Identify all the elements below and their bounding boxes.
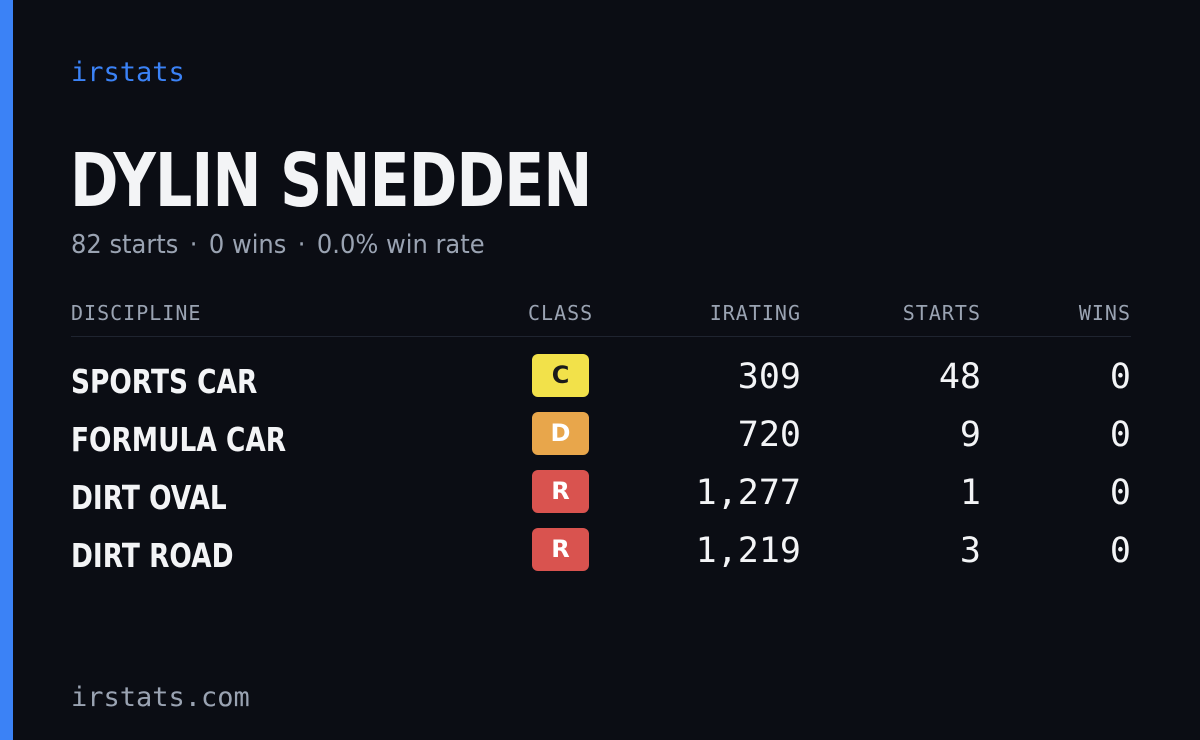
discipline-name: FORMULA CAR — [71, 420, 287, 459]
wins-value: 0 — [1109, 415, 1131, 455]
table-row: DIRT OVAL R 1,277 1 0 — [71, 470, 1131, 528]
class-badge: D — [532, 412, 589, 455]
irating-value: 1,277 — [695, 473, 801, 513]
starts-summary: 82 starts — [71, 230, 179, 260]
wins-value: 0 — [1109, 473, 1131, 513]
table-row: FORMULA CAR D 720 9 0 — [71, 412, 1131, 470]
class-badge: R — [532, 470, 589, 513]
separator: · — [297, 230, 306, 260]
discipline-name: DIRT OVAL — [71, 478, 227, 517]
wins-value: 0 — [1109, 357, 1131, 397]
class-badge: R — [532, 528, 589, 571]
starts-value: 48 — [938, 357, 981, 397]
header-class: CLASS — [528, 301, 594, 325]
class-badge: C — [532, 354, 589, 397]
header-discipline: DISCIPLINE — [71, 301, 202, 325]
irating-value: 720 — [737, 415, 801, 455]
header-starts: STARTS — [902, 301, 981, 325]
table-row: SPORTS CAR C 309 48 0 — [71, 354, 1131, 412]
player-summary: 82 starts · 0 wins · 0.0% win rate — [71, 228, 485, 262]
table-header: DISCIPLINE CLASS IRATING STARTS WINS — [71, 300, 1131, 337]
brand-logo: irstats — [71, 57, 185, 88]
starts-value: 3 — [959, 531, 981, 571]
separator: · — [189, 230, 198, 260]
header-irating: IRATING — [709, 301, 801, 325]
table-row: DIRT ROAD R 1,219 3 0 — [71, 528, 1131, 586]
irating-value: 1,219 — [695, 531, 801, 571]
wins-value: 0 — [1109, 531, 1131, 571]
footer-url[interactable]: irstats.com — [71, 682, 250, 713]
accent-bar — [0, 0, 13, 740]
player-name: DYLIN SNEDDEN — [70, 138, 592, 224]
starts-value: 9 — [959, 415, 981, 455]
irating-value: 309 — [737, 357, 801, 397]
header-wins: WINS — [1078, 301, 1131, 325]
win-rate-summary: 0.0% win rate — [316, 230, 485, 260]
discipline-name: SPORTS CAR — [71, 362, 258, 401]
discipline-name: DIRT ROAD — [71, 536, 234, 575]
wins-summary: 0 wins — [208, 230, 287, 260]
starts-value: 1 — [959, 473, 981, 513]
